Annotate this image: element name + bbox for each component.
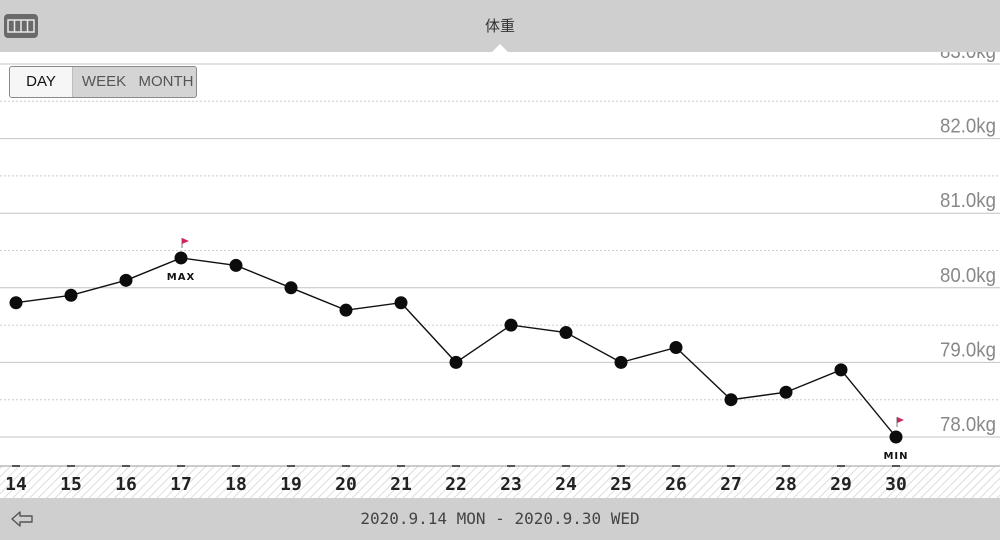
series-line — [15, 257, 897, 438]
data-point — [724, 393, 738, 407]
date-range: 2020.9.14 MON - 2020.9.30 WED — [360, 509, 640, 528]
bottom-bar: 2020.9.14 MON - 2020.9.30 WED — [0, 498, 1000, 540]
data-point — [504, 318, 518, 332]
data-point — [834, 363, 848, 377]
data-point — [64, 288, 78, 302]
y-tick-label: 83.0kg — [940, 52, 996, 63]
data-point — [339, 303, 353, 317]
x-tick-label: 29 — [830, 474, 852, 495]
y-tick-label: 81.0kg — [940, 190, 996, 212]
flag-icon — [182, 237, 189, 244]
data-point — [394, 296, 408, 310]
x-tick-label: 22 — [445, 474, 467, 495]
tab-month[interactable]: MONTH — [138, 73, 194, 90]
data-point — [119, 273, 133, 287]
data-point — [669, 340, 683, 354]
data-point — [449, 355, 463, 369]
data-point — [889, 430, 903, 444]
data-point — [284, 281, 298, 295]
flag-icon — [897, 417, 904, 423]
y-tick-label: 82.0kg — [940, 116, 996, 138]
data-point — [559, 326, 573, 340]
x-tick-label: 23 — [500, 474, 522, 495]
top-bar: 体重 — [0, 0, 1000, 52]
x-tick-label: 27 — [720, 474, 742, 495]
min-label: MIN — [883, 451, 908, 462]
back-arrow-icon[interactable] — [10, 510, 34, 528]
y-tick-label: 78.0kg — [940, 414, 996, 436]
x-tick-label: 16 — [115, 474, 137, 495]
x-tick-label: 26 — [665, 474, 687, 495]
tab-day[interactable]: DAY — [10, 67, 73, 97]
x-tick-label: 20 — [335, 474, 357, 495]
x-tick-label: 19 — [280, 474, 302, 495]
title-pointer — [492, 44, 508, 52]
x-tick-label: 18 — [225, 474, 247, 495]
x-tick-label: 28 — [775, 474, 797, 495]
weight-line-chart: 83.0kg 82.0kg 81.0kg 80.0kg 79.0kg 78.0kg 14 15… — [0, 52, 1000, 498]
data-point — [614, 355, 628, 369]
x-tick-label: 21 — [390, 474, 412, 495]
x-tick-label: 25 — [610, 474, 632, 495]
max-label: MAX — [167, 272, 195, 283]
data-point — [174, 251, 188, 265]
x-tick-label: 15 — [60, 474, 82, 495]
y-tick-label: 79.0kg — [940, 339, 996, 361]
tab-week[interactable]: WEEK — [81, 73, 127, 90]
period-selector: DAY WEEK MONTH — [9, 66, 197, 98]
data-point — [779, 385, 793, 399]
x-axis-band — [0, 466, 1000, 498]
x-tick-label: 30 — [885, 474, 907, 495]
page-title: 体重 — [484, 17, 515, 35]
x-tick-label: 14 — [5, 474, 27, 495]
data-point — [229, 258, 243, 272]
data-point — [9, 296, 23, 310]
y-tick-label: 80.0kg — [940, 265, 996, 287]
calendar-grid-icon[interactable] — [4, 14, 38, 38]
x-tick-label: 17 — [170, 474, 192, 495]
x-tick-label: 24 — [555, 474, 577, 495]
